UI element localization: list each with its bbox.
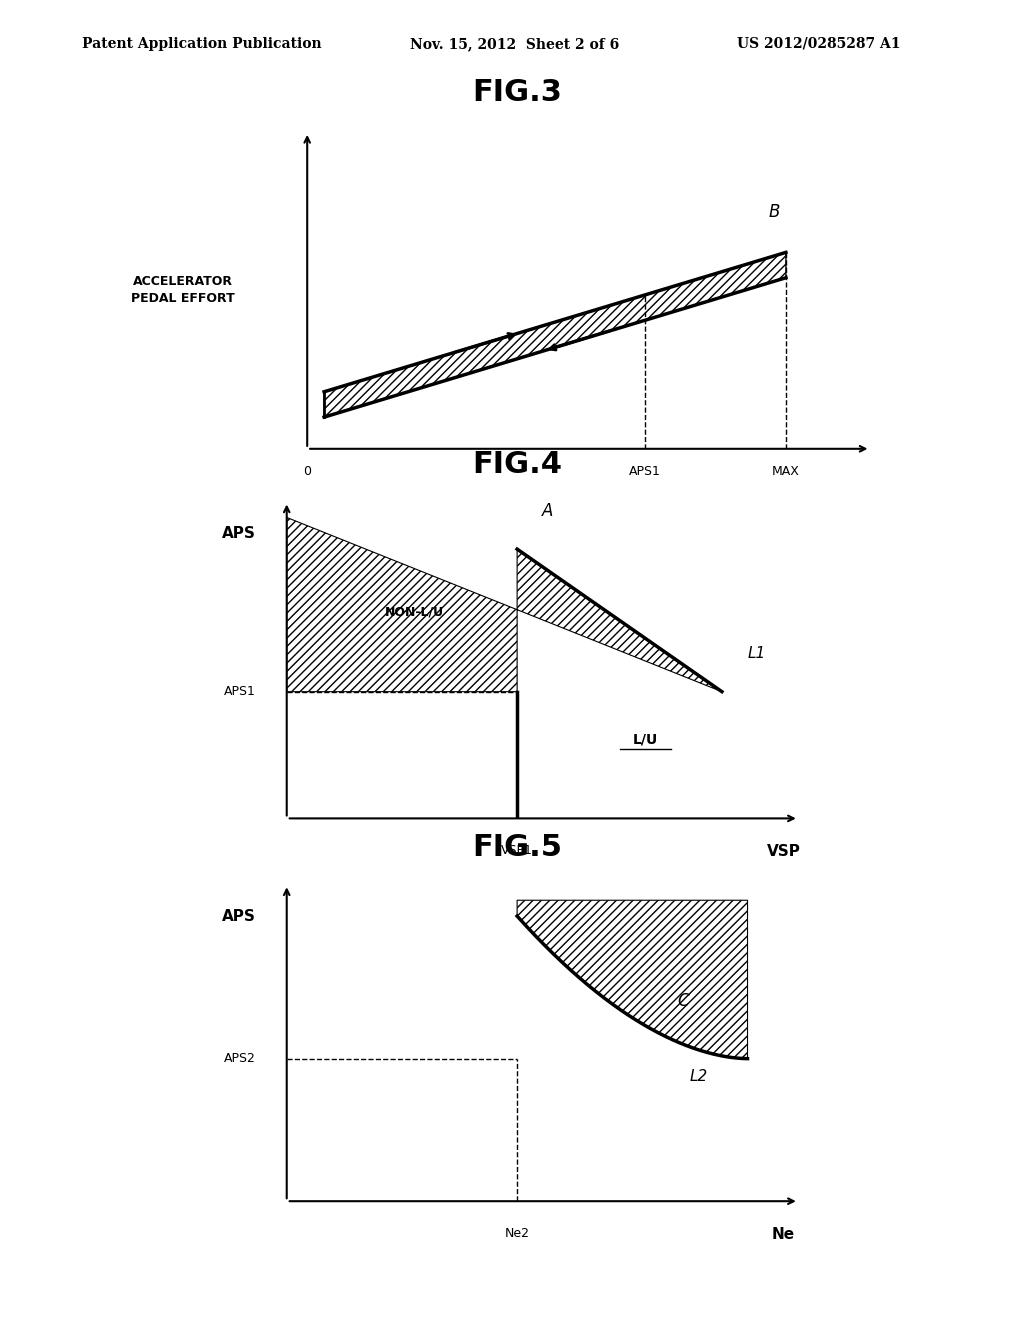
Polygon shape [287,517,722,692]
Text: Ne: Ne [772,1226,795,1242]
Text: ACCELERATOR OPENING
ANGLE (APS): ACCELERATOR OPENING ANGLE (APS) [505,519,673,546]
Text: VSP1: VSP1 [501,843,534,857]
Text: FIG.4: FIG.4 [472,450,562,479]
Polygon shape [517,900,748,1059]
Text: FIG.5: FIG.5 [472,833,562,862]
Text: L2: L2 [690,1069,709,1084]
Text: Ne2: Ne2 [505,1226,529,1239]
Text: MAX: MAX [772,465,800,478]
Text: ACCELERATOR
PEDAL EFFORT: ACCELERATOR PEDAL EFFORT [131,276,236,305]
Text: Patent Application Publication: Patent Application Publication [82,37,322,51]
Polygon shape [324,252,786,417]
Text: US 2012/0285287 A1: US 2012/0285287 A1 [737,37,901,51]
Text: C: C [677,991,688,1010]
Text: APS1: APS1 [224,685,256,698]
Text: L/U: L/U [633,733,657,746]
Text: L1: L1 [748,647,766,661]
Text: APS: APS [222,908,256,924]
Text: APS1: APS1 [629,465,662,478]
Text: Nov. 15, 2012  Sheet 2 of 6: Nov. 15, 2012 Sheet 2 of 6 [410,37,618,51]
Text: APS: APS [222,525,256,541]
Text: A: A [542,502,554,520]
Text: VSP: VSP [766,843,801,859]
Text: FIG.3: FIG.3 [472,78,562,107]
Text: NON-L/U: NON-L/U [385,606,444,619]
Text: APS2: APS2 [224,1052,256,1065]
Text: 0: 0 [303,465,311,478]
Text: B: B [769,203,780,220]
